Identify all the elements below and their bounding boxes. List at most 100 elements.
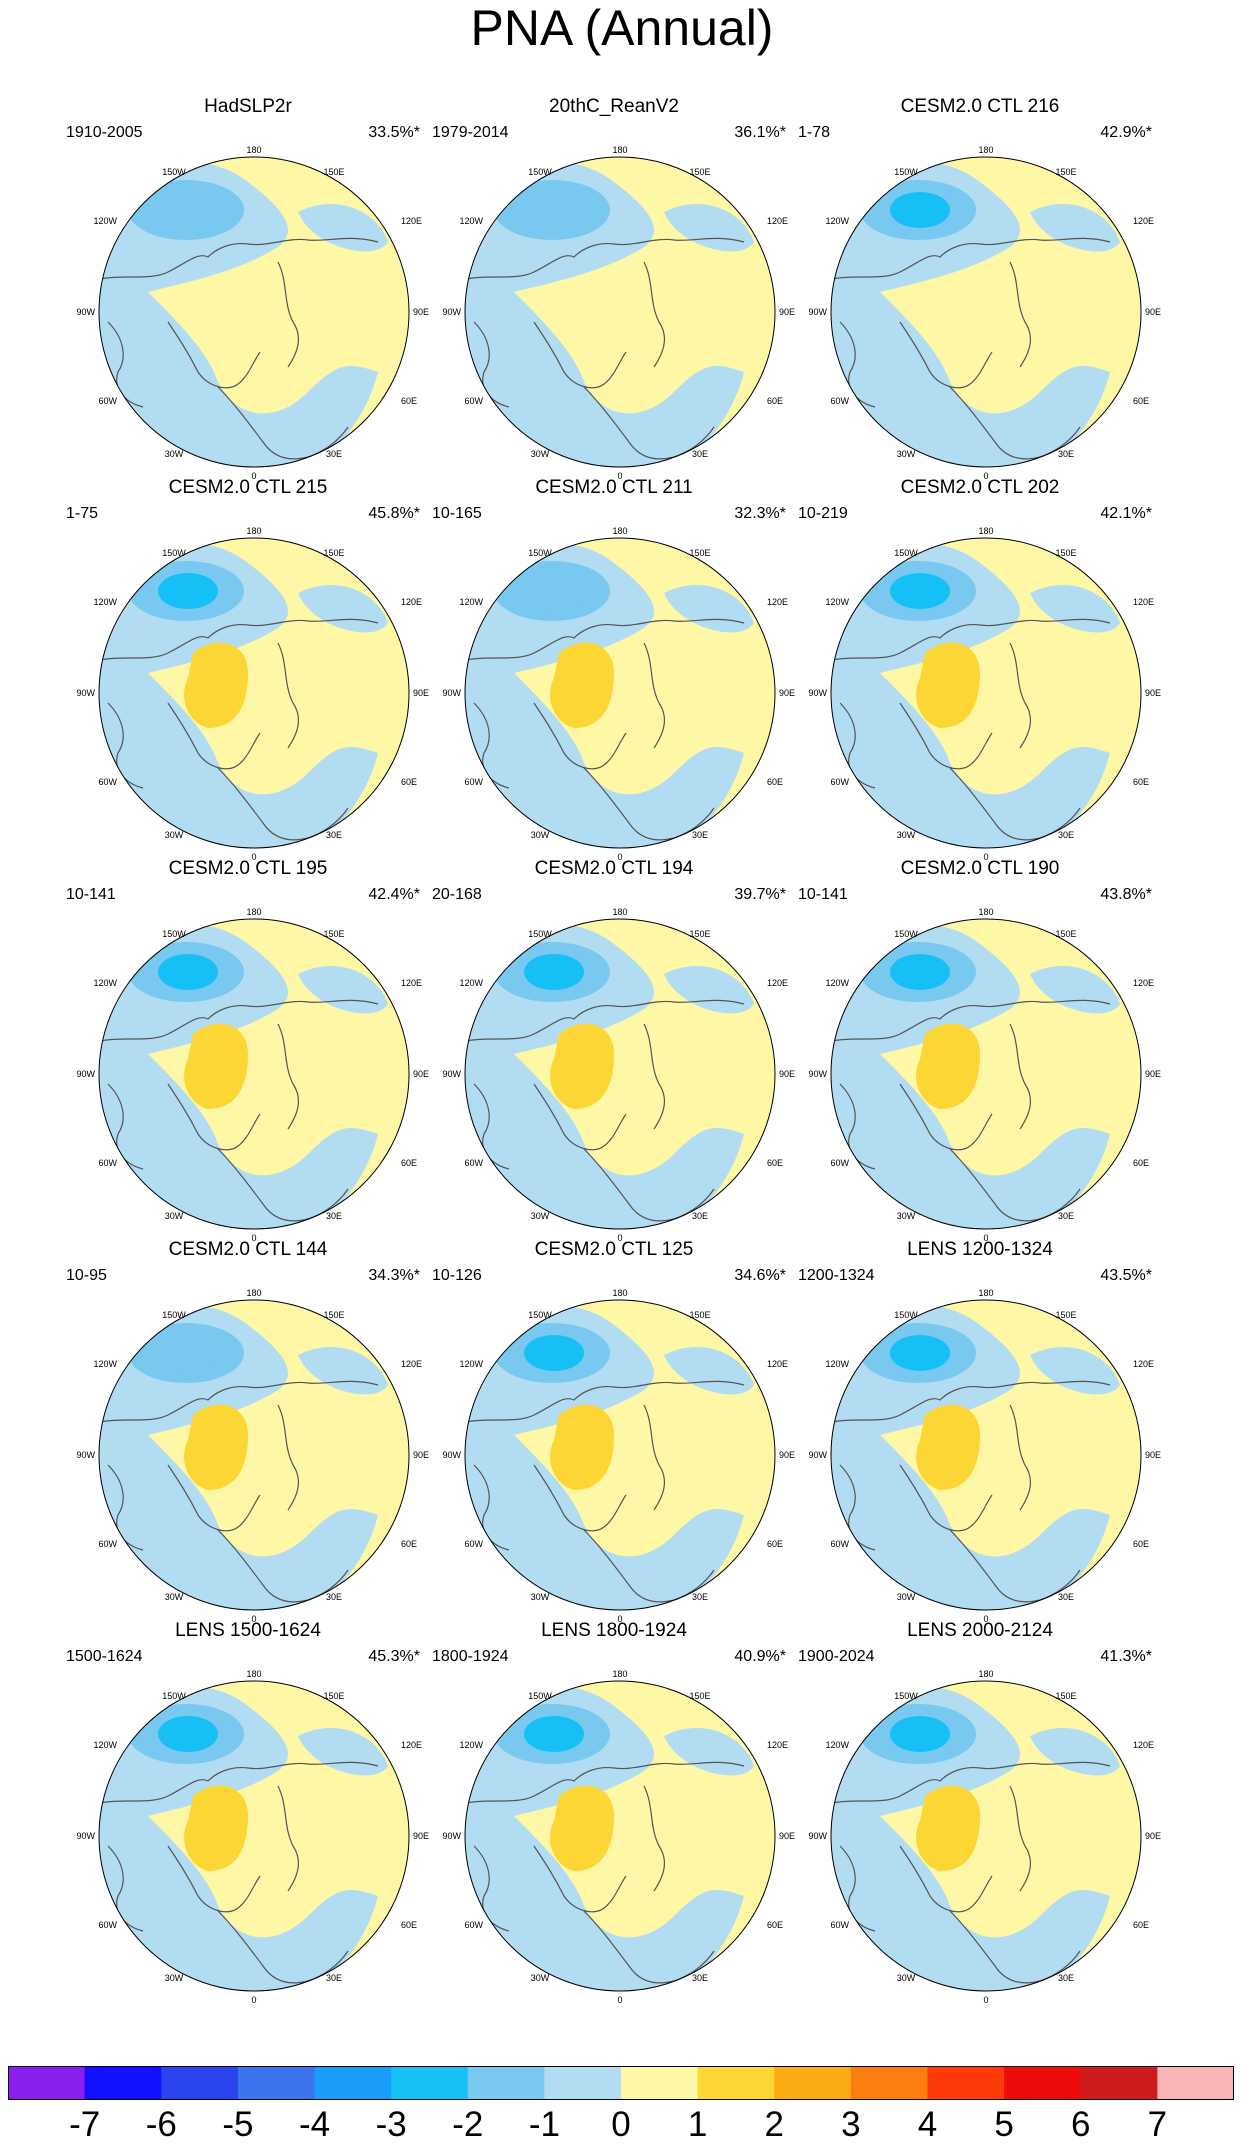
longitude-label: 150E — [689, 1310, 710, 1320]
longitude-label: 0 — [617, 1614, 622, 1624]
colorbar-tick-label: -6 — [145, 2105, 177, 2144]
longitude-label: 60W — [98, 1539, 117, 1549]
colorbar-swatch — [84, 2066, 162, 2100]
panel-title: 20thC_ReanV2 — [549, 96, 679, 117]
panel-variance-explained: 45.3%* — [368, 1648, 420, 1665]
coastlines — [465, 999, 745, 1222]
map-panel: CESM2.0 CTL 144 10-95 34.3%* 180 150W 150E 120… — [48, 1239, 448, 1624]
longitude-label: 90E — [779, 1069, 795, 1079]
longitude-label: 0 — [251, 852, 256, 862]
longitude-label: 120W — [459, 978, 483, 988]
colorbar-tick-label: 6 — [1071, 2105, 1091, 2144]
longitude-label: 150E — [689, 167, 710, 177]
longitude-label: 120W — [825, 1740, 849, 1750]
longitude-label: 150W — [162, 548, 186, 558]
map-panel: CESM2.0 CTL 211 10-165 32.3%* 180 150W 150E 12… — [414, 477, 814, 862]
longitude-label: 30W — [165, 1973, 184, 1983]
longitude-label: 0 — [983, 1995, 988, 2005]
coastlines — [99, 999, 379, 1222]
map-boundary — [830, 1299, 1142, 1611]
longitude-label: 150E — [1055, 1691, 1076, 1701]
coastlines — [99, 1761, 379, 1984]
longitude-label: 150W — [528, 929, 552, 939]
longitude-label: 180 — [978, 907, 993, 917]
panel-variance-explained: 34.6%* — [734, 1267, 786, 1284]
longitude-label: 120W — [93, 216, 117, 226]
longitude-label: 90W — [76, 1831, 95, 1841]
panel-period: 1-75 — [66, 505, 99, 522]
longitude-label: 60W — [98, 777, 117, 787]
map-boundary — [464, 156, 776, 468]
negative-anomaly-region — [99, 1686, 378, 1991]
map-boundary — [98, 156, 410, 468]
longitude-label: 90W — [808, 688, 827, 698]
colorbar-tick-label: 1 — [687, 2105, 708, 2144]
map-panel: CESM2.0 CTL 195 10-141 42.4%* 180 150W 150E 12… — [48, 858, 448, 1243]
longitude-label: 30W — [165, 830, 184, 840]
panel-title: CESM2.0 CTL 190 — [900, 858, 1060, 879]
map-panel: CESM2.0 CTL 194 20-168 39.7%* 180 150W 150E 12… — [414, 858, 814, 1243]
longitude-label: 90E — [779, 1450, 795, 1460]
longitude-label: 90W — [76, 307, 95, 317]
coastlines — [99, 618, 379, 841]
longitude-label: 120W — [825, 978, 849, 988]
longitude-label: 60W — [464, 1920, 483, 1930]
longitude-label: 120E — [767, 1740, 788, 1750]
arctic-high-core — [916, 642, 980, 728]
longitude-label: 90E — [779, 307, 795, 317]
panel-period: 10-126 — [432, 1267, 482, 1284]
longitude-label: 0 — [983, 852, 988, 862]
map-boundary — [830, 156, 1142, 468]
negative-anomaly-region — [465, 1686, 744, 1991]
colorbar-swatch — [1080, 2066, 1158, 2100]
longitude-label: 120W — [459, 1359, 483, 1369]
longitude-label: 0 — [983, 1233, 988, 1243]
longitude-label: 30W — [165, 1211, 184, 1221]
longitude-label: 90W — [808, 1831, 827, 1841]
panel-period: 1910-2005 — [66, 124, 143, 141]
arctic-high-core — [916, 1023, 980, 1109]
longitude-label: 90E — [779, 1831, 795, 1841]
longitude-label: 90W — [442, 1450, 461, 1460]
longitude-label: 120E — [1133, 1359, 1154, 1369]
negative-anomaly-region — [465, 924, 744, 1229]
longitude-label: 150W — [894, 548, 918, 558]
longitude-label: 150E — [1055, 929, 1076, 939]
longitude-label: 30W — [897, 449, 916, 459]
colorbar-swatch — [850, 2066, 928, 2100]
pacific-low-center — [158, 1716, 218, 1752]
panel-variance-explained: 34.3%* — [368, 1267, 420, 1284]
coastlines — [831, 1761, 1111, 1984]
pacific-low-center — [158, 954, 218, 990]
arctic-high-core — [550, 1785, 614, 1871]
longitude-label: 0 — [617, 852, 622, 862]
longitude-label: 30W — [897, 1973, 916, 1983]
pacific-low-center — [890, 192, 950, 228]
longitude-label: 120E — [1133, 1740, 1154, 1750]
panel-variance-explained: 41.3%* — [1100, 1648, 1152, 1665]
panel-title: LENS 1200-1324 — [907, 1239, 1053, 1260]
longitude-label: 150W — [528, 167, 552, 177]
negative-anomaly-region — [831, 924, 1110, 1229]
negative-anomaly-region — [831, 543, 1110, 848]
longitude-label: 30W — [531, 1973, 550, 1983]
pacific-low-center — [524, 573, 584, 609]
longitude-label: 90E — [1145, 1831, 1161, 1841]
longitude-label: 30E — [326, 449, 342, 459]
panel-title: LENS 1500-1624 — [175, 1620, 321, 1641]
colorbar-swatch — [544, 2066, 622, 2100]
longitude-label: 0 — [251, 1233, 256, 1243]
longitude-label: 180 — [246, 907, 261, 917]
longitude-label: 90W — [442, 307, 461, 317]
panel-title: LENS 1800-1924 — [541, 1620, 687, 1641]
longitude-label: 0 — [617, 471, 622, 481]
colorbar-tick-label: 0 — [611, 2105, 631, 2144]
longitude-label: 60E — [401, 396, 417, 406]
longitude-label: 120W — [459, 597, 483, 607]
panel-period: 1900-2024 — [798, 1648, 875, 1665]
longitude-label: 60E — [401, 1539, 417, 1549]
panel-variance-explained: 32.3%* — [734, 505, 786, 522]
longitude-label: 120W — [459, 216, 483, 226]
polar-map: 180 150W 150E 120W 120E 90W 90E 60W 60E 30W 30E 0 — [76, 1288, 429, 1624]
longitude-label: 120E — [767, 216, 788, 226]
